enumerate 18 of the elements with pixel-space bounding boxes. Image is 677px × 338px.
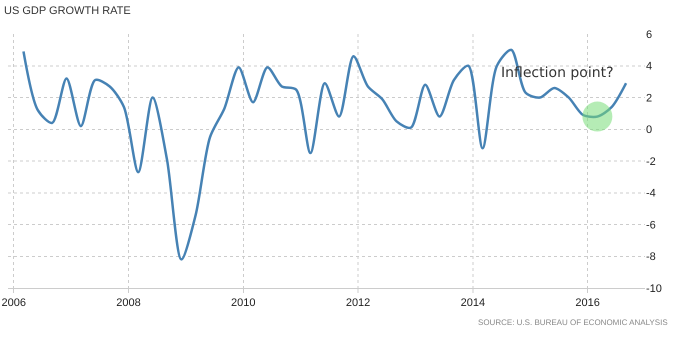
y-tick-label: -6 <box>646 219 656 232</box>
chart-title: US GDP GROWTH RATE <box>4 5 131 17</box>
x-tick-label: 2016 <box>575 297 600 310</box>
x-tick-label: 2010 <box>231 297 256 310</box>
y-tick-label: 4 <box>646 60 652 73</box>
y-tick-label: -8 <box>646 251 656 264</box>
x-tick-label: 2008 <box>116 297 141 310</box>
y-tick-label: 2 <box>646 92 652 104</box>
x-tick-label: 2014 <box>460 297 486 310</box>
source-note: SOURCE: U.S. BUREAU OF ECONOMIC ANALYSIS <box>478 318 668 327</box>
x-tick-label: 2006 <box>2 297 26 310</box>
y-tick-label: 0 <box>646 124 652 136</box>
y-tick-label: -4 <box>646 188 656 200</box>
line-series <box>22 48 628 261</box>
y-tick-label: 6 <box>646 28 652 41</box>
y-tick-label: -10 <box>646 282 662 295</box>
x-tick-label: 2012 <box>346 297 370 310</box>
y-tick-label: -2 <box>646 156 656 168</box>
